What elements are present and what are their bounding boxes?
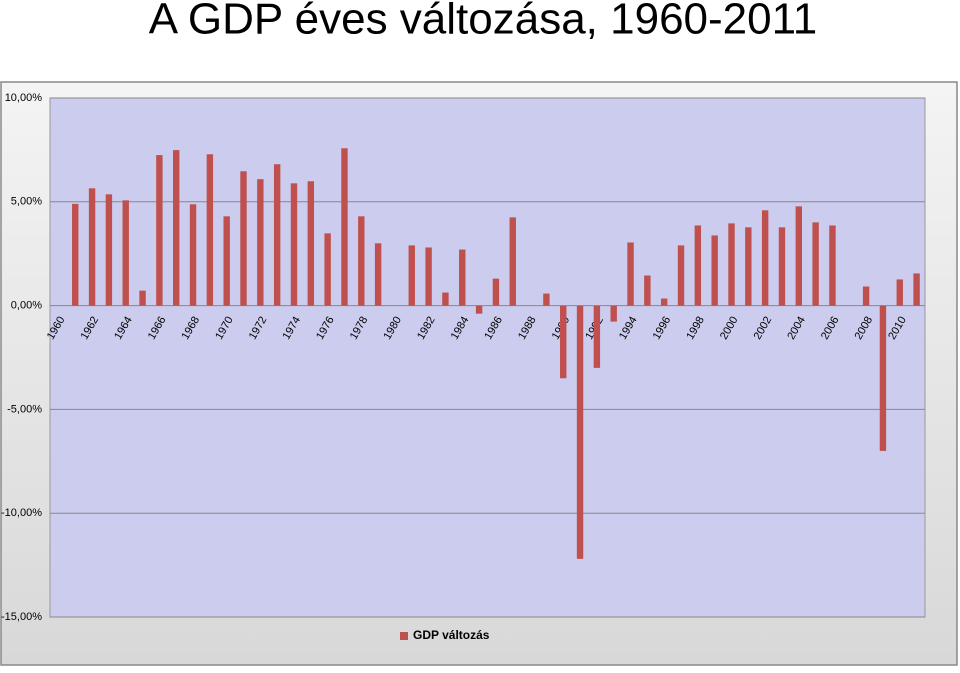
bar — [72, 203, 79, 306]
bar — [156, 155, 163, 306]
bar — [913, 273, 920, 306]
bar — [593, 305, 601, 368]
legend-label: GDP változás — [413, 628, 490, 642]
bar — [745, 227, 752, 306]
y-tick-label: 5,00% — [11, 196, 42, 208]
bar — [358, 216, 365, 306]
bar — [341, 148, 348, 306]
plot-area — [49, 97, 926, 618]
bar — [290, 183, 298, 306]
y-tick-label: 10,00% — [5, 92, 43, 104]
bar — [778, 227, 786, 306]
bar — [425, 247, 432, 306]
bar — [459, 249, 466, 306]
bar — [627, 242, 634, 306]
bar — [475, 305, 483, 314]
bar — [862, 286, 870, 306]
bar — [105, 194, 113, 306]
bar — [492, 278, 500, 306]
bar — [273, 164, 281, 306]
y-tick-label: -15,00% — [1, 611, 42, 623]
bar — [610, 305, 617, 322]
bar — [576, 305, 584, 559]
legend-swatch — [400, 632, 408, 640]
bar — [644, 275, 651, 306]
bar — [795, 206, 802, 306]
bar — [223, 216, 230, 306]
bar — [324, 233, 331, 306]
chart-title: A GDP éves változása, 1960-2011 — [149, 0, 818, 44]
bar — [711, 235, 718, 306]
bar — [509, 217, 516, 306]
bar — [728, 223, 735, 306]
bar — [257, 179, 264, 306]
y-tick-label: 0,00% — [11, 300, 42, 312]
y-tick-label: -5,00% — [7, 403, 42, 415]
bar — [812, 222, 819, 306]
bar — [122, 200, 129, 306]
bar — [374, 243, 382, 306]
bar — [189, 204, 197, 306]
bar — [660, 298, 668, 306]
y-tick-label: -10,00% — [1, 507, 42, 519]
bar — [543, 293, 550, 306]
bar — [677, 245, 685, 306]
bar — [879, 305, 887, 451]
bar — [240, 171, 247, 306]
bar — [896, 279, 903, 306]
bar — [307, 181, 315, 306]
bar — [173, 150, 180, 306]
bar — [694, 225, 702, 306]
bar — [560, 305, 567, 379]
bar — [139, 290, 146, 306]
bar — [206, 154, 214, 306]
bar — [829, 225, 836, 306]
bar — [88, 188, 96, 306]
bar — [761, 210, 769, 306]
bar — [442, 292, 449, 306]
bar — [408, 245, 415, 306]
